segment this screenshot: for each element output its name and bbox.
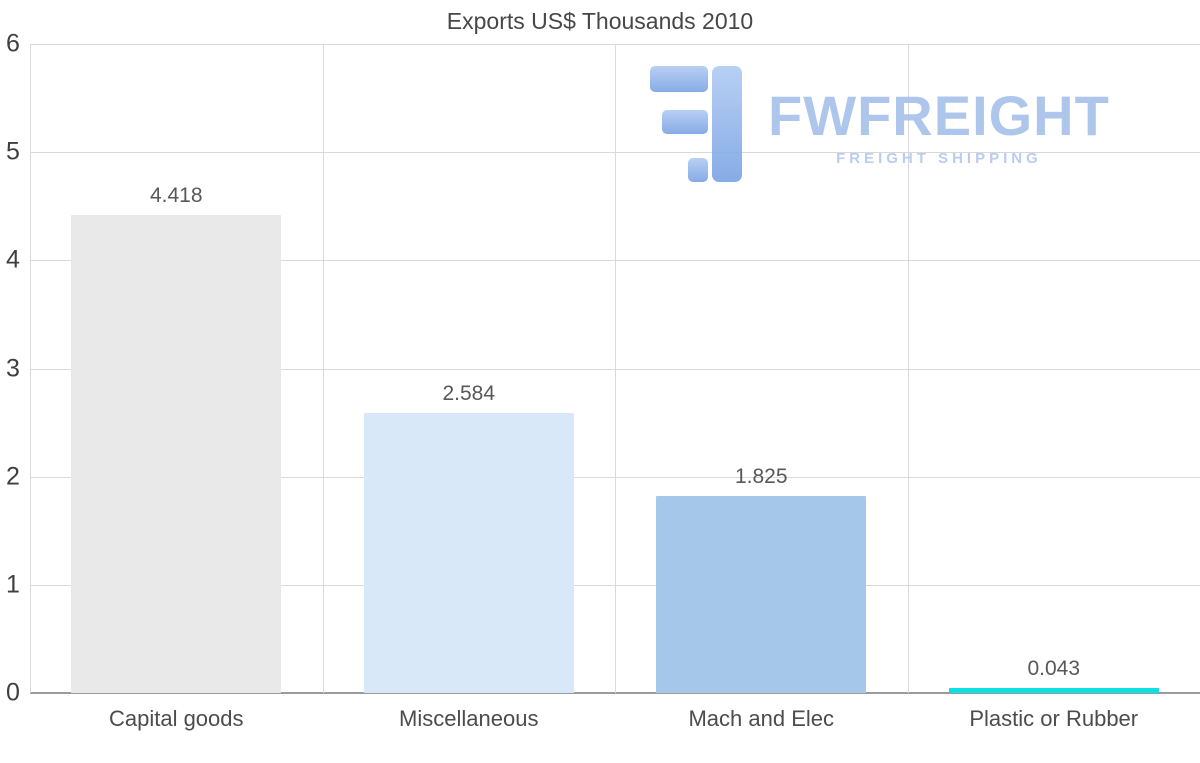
x-axis-category-label: Capital goods [108, 706, 244, 731]
bar-value-label: 2.584 [442, 382, 496, 406]
watermark-logo: FWFREIGHT FREIGHT SHIPPING [648, 66, 1110, 187]
x-axis-category-label: Mach and Elec [688, 706, 835, 731]
chart-title: Exports US$ Thousands 2010 [446, 8, 754, 34]
gridline-vertical [30, 44, 31, 693]
y-axis-tick-label: 2 [6, 462, 20, 491]
bar-mach-and-elec [656, 495, 867, 693]
y-axis-tick-label: 6 [6, 29, 20, 58]
y-axis-tick-label: 1 [6, 570, 20, 599]
gridline-vertical [615, 44, 616, 693]
x-axis-line [30, 692, 1200, 694]
y-axis-tick-label: 4 [6, 245, 20, 274]
x-axis-category-label: Plastic or Rubber [969, 706, 1139, 731]
brand-name: FWFREIGHT [768, 84, 1110, 147]
gridline-vertical [322, 44, 324, 693]
bar-value-label: 0.043 [1027, 657, 1081, 681]
logo-mark-icon [648, 66, 744, 187]
x-axis-category-label: Miscellaneous [399, 706, 539, 731]
bar-plastic-or-rubber [948, 688, 1159, 693]
y-axis-tick-label: 5 [6, 137, 20, 166]
bar-value-label: 1.825 [734, 464, 788, 488]
bar-miscellaneous [363, 413, 574, 693]
bar-value-label: 4.418 [149, 184, 203, 208]
gridline-vertical [907, 44, 909, 693]
bar-capital-goods [71, 215, 282, 693]
y-axis-tick-label: 0 [6, 678, 20, 707]
y-axis-tick-label: 3 [6, 354, 20, 382]
